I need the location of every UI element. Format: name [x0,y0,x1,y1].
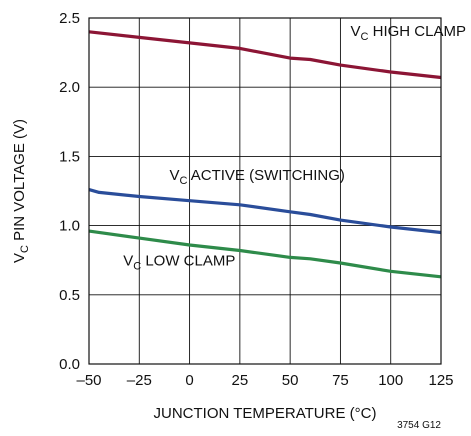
x-tick-label: 50 [282,372,299,389]
series-group [88,30,442,279]
y-axis-title-main: V [11,253,28,263]
y-tick-labels: 0.0 0.5 1.0 1.5 2.0 2.5 [59,10,80,373]
x-tick-labels: –50 –25 0 25 50 75 100 125 [76,372,453,389]
x-tick-label: 75 [332,372,349,389]
y-axis-title: VC PIN VOLTAGE (V) [11,119,31,263]
annotation-rest: HIGH CLAMP [368,23,466,40]
y-axis-title-rest: PIN VOLTAGE (V) [11,119,28,245]
x-tick-label: 0 [185,372,193,389]
y-tick-label: 1.0 [59,218,80,235]
annotation-rest: LOW CLAMP [141,253,235,270]
x-tick-label: 100 [378,372,403,389]
annotation-subscript: C [133,261,141,273]
y-axis-title-subscript: C [19,245,31,253]
x-tick-label: –50 [76,372,101,389]
series-line-3 [88,229,442,279]
annotation-rest: ACTIVE (SWITCHING) [187,167,345,184]
x-axis-title: JUNCTION TEMPERATURE (°C) [154,405,377,422]
y-tick-label: 0.5 [59,287,80,304]
annotation-main: V [169,167,179,184]
series-line-1 [88,30,442,80]
annotation-3: VC LOW CLAMP [123,253,235,273]
annotation-subscript: C [179,175,187,187]
x-tick-label: 125 [428,372,453,389]
annotation-subscript: C [361,31,369,43]
plot-frame [88,17,442,365]
y-tick-label: 2.5 [59,10,80,27]
grid [89,18,441,364]
annotation-main: V [350,23,360,40]
x-tick-label: –25 [127,372,152,389]
y-tick-label: 1.5 [59,148,80,165]
series-line-2 [88,188,442,235]
annotation-1: VC HIGH CLAMP [350,23,465,43]
y-tick-label: 0.0 [59,356,80,373]
y-tick-label: 2.0 [59,79,80,96]
figure-code: 3754 G12 [397,420,441,431]
annotation-main: V [123,253,133,270]
annotation-2: VC ACTIVE (SWITCHING) [169,167,344,187]
x-tick-label: 25 [232,372,249,389]
